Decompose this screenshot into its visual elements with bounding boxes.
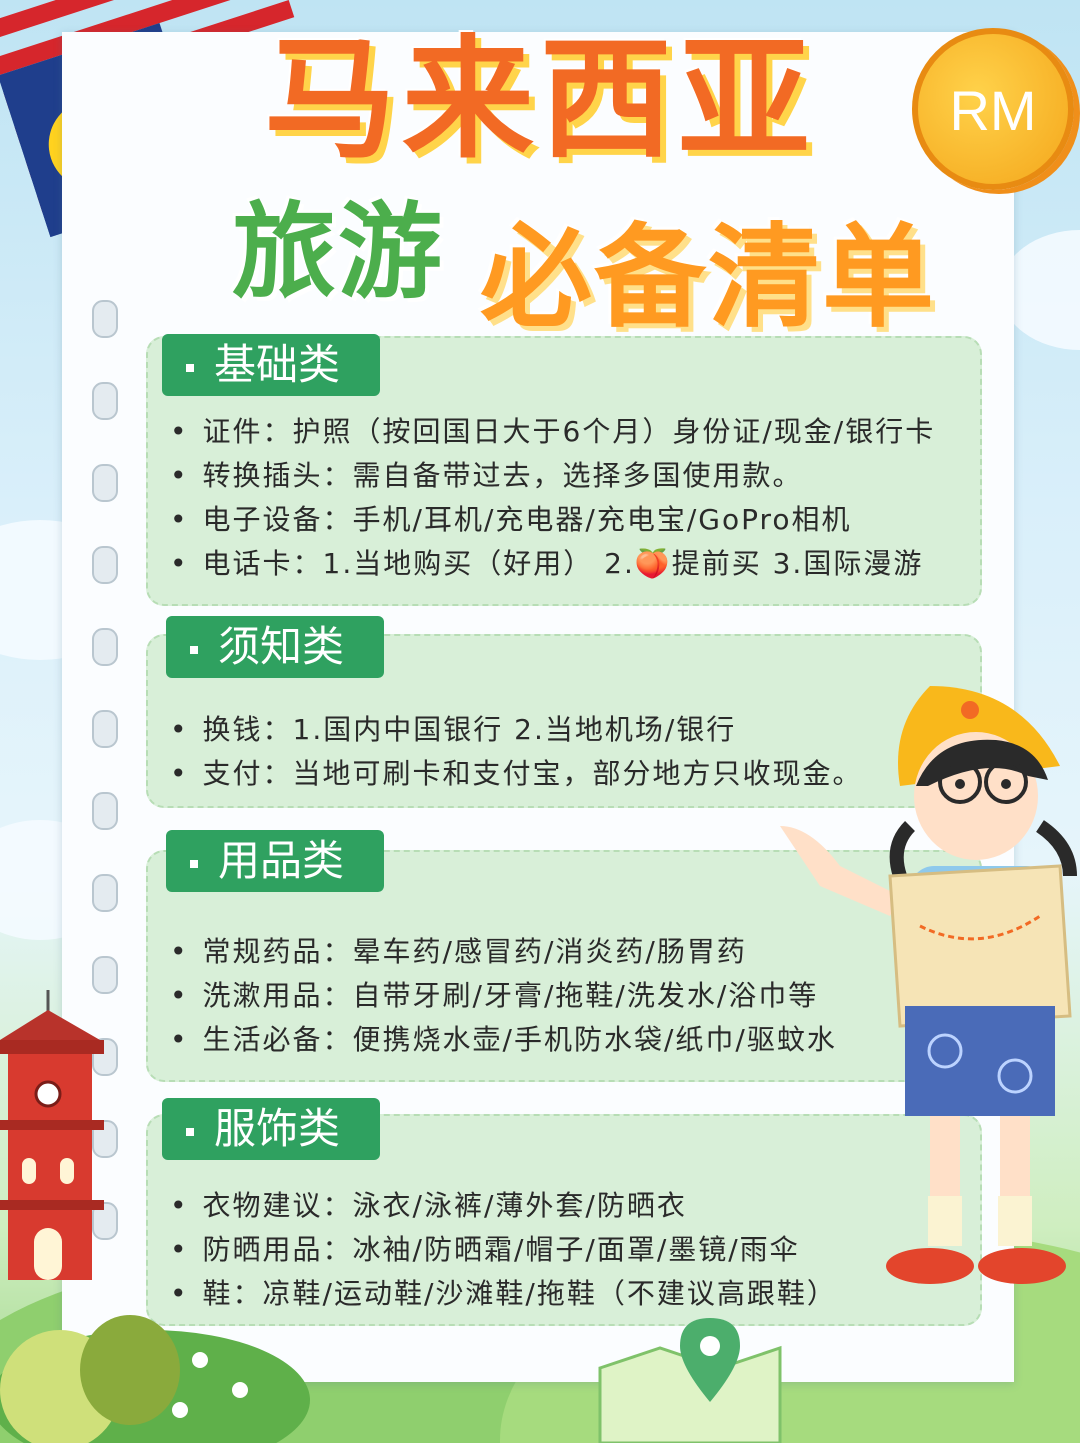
section-tag-basic: 基础类 [162, 334, 381, 396]
list-item: 防晒用品：冰袖/防晒霜/帽子/面罩/墨镜/雨伞 [170, 1228, 800, 1268]
girl-with-map-illustration [780, 686, 1077, 1284]
title-malaysia: 马来西亚 [264, 23, 816, 177]
list-item: 常规药品：晕车药/感冒药/消炎药/肠胃药 [170, 930, 747, 970]
section-heading: 服饰类 [214, 1104, 341, 1153]
section-heading: 须知类 [218, 622, 345, 671]
section-tag-clothing: 服饰类 [162, 1098, 381, 1160]
list-item: 转换插头：需自备带过去，选择多国使用款。 [170, 454, 803, 494]
clock-tower-illustration [0, 990, 104, 1280]
durian-bush-illustration [0, 1315, 310, 1443]
section-tag-notice: 须知类 [166, 616, 385, 678]
list-item: 衣物建议：泳衣/泳裤/薄外套/防晒衣 [170, 1184, 687, 1224]
coin-label: RM [949, 79, 1037, 142]
list-item: 证件：护照（按回国日大于6个月）身份证/现金/银行卡 [170, 410, 935, 450]
title-checklist: 必备清单 [480, 213, 936, 343]
list-item: 换钱：1.国内中国银行 2.当地机场/银行 [170, 708, 736, 748]
list-item: 鞋：凉鞋/运动鞋/沙滩鞋/拖鞋（不建议高跟鞋） [170, 1272, 837, 1312]
list-item: 生活必备：便携烧水壶/手机防水袋/纸巾/驱蚊水 [170, 1018, 837, 1058]
section-heading: 基础类 [214, 340, 341, 389]
list-item: 电话卡：1.当地购买（好用） 2.🍑提前买 3.国际漫游 [170, 542, 923, 582]
map-pin-icon [598, 1318, 782, 1443]
section-tag-supplies: 用品类 [166, 830, 385, 892]
list-item: 电子设备：手机/耳机/充电器/充电宝/GoPro相机 [170, 498, 852, 538]
section-heading: 用品类 [218, 836, 345, 885]
title-travel: 旅游 [232, 191, 445, 313]
rm-coin-icon: RM [912, 28, 1074, 190]
list-item: 支付：当地可刷卡和支付宝，部分地方只收现金。 [170, 752, 863, 792]
notebook-rings [86, 300, 126, 1260]
list-item: 洗漱用品：自带牙刷/牙膏/拖鞋/洗发水/浴巾等 [170, 974, 818, 1014]
